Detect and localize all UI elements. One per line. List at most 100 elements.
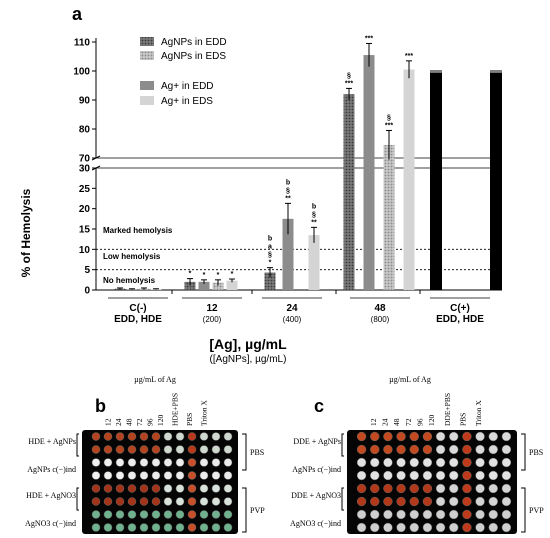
plate-well	[383, 496, 393, 507]
plate-column-label: 24	[114, 418, 123, 426]
plate-well	[396, 522, 406, 533]
plate-well	[409, 496, 419, 507]
group-bracket	[521, 487, 526, 533]
plate-well	[163, 471, 173, 480]
plate-well	[211, 484, 221, 493]
plate-well	[449, 470, 459, 481]
plate-well	[356, 444, 367, 455]
plate-well	[127, 497, 137, 506]
plate-well	[449, 483, 459, 494]
plate-column-label: PBS	[185, 413, 194, 426]
legend-swatch	[140, 96, 154, 105]
plate-well	[422, 431, 433, 442]
bar-positive-control	[490, 72, 502, 290]
significance-mark: §	[387, 114, 391, 121]
threshold-label: Low hemolysis	[103, 252, 161, 261]
plate-well	[435, 509, 446, 520]
plate-well	[475, 496, 485, 507]
plate-well	[103, 458, 113, 467]
plate-well	[356, 470, 367, 481]
plate-well	[127, 471, 137, 480]
significance-mark: **	[311, 219, 317, 226]
significance-mark: §	[347, 72, 351, 79]
plate-well	[91, 458, 101, 467]
plate-well	[223, 432, 233, 441]
plate-well	[223, 471, 233, 480]
plate-well	[187, 432, 197, 441]
plate-well	[396, 431, 406, 442]
plate-well	[449, 522, 459, 533]
group-bracket	[521, 433, 526, 471]
plate-well	[462, 457, 472, 468]
plate-well	[115, 523, 125, 532]
plate-well	[409, 509, 419, 520]
plate-well	[163, 497, 173, 506]
legend-label: AgNPs in EDS	[161, 51, 226, 62]
y-tick-label: 5	[84, 265, 90, 276]
bar	[184, 281, 196, 290]
significance-mark: §	[312, 211, 316, 218]
plate-well	[475, 470, 485, 481]
plate-well	[151, 523, 161, 532]
plate-well	[370, 457, 380, 468]
plate-well	[475, 457, 485, 468]
plate-well	[127, 484, 137, 493]
plate-well	[175, 458, 185, 467]
plate-well	[501, 496, 512, 507]
plate-well	[115, 484, 125, 493]
plate-well	[139, 432, 149, 441]
legend-label: Ag+ in EDS	[161, 96, 213, 107]
plate-well	[223, 484, 233, 493]
plate-well	[370, 444, 380, 455]
plate-well	[127, 523, 137, 532]
plate-well	[462, 444, 472, 455]
plate-column-label: 120	[427, 415, 436, 427]
plate-well	[501, 509, 512, 520]
y-tick-label: 25	[79, 184, 91, 195]
plate-well	[396, 483, 406, 494]
plate-well	[435, 457, 446, 468]
plate-well	[163, 432, 173, 441]
plate-well	[187, 497, 197, 506]
plate-well	[91, 484, 101, 493]
plate-well	[370, 509, 380, 520]
plate-well	[488, 457, 498, 468]
x-group-sublabel: (400)	[283, 315, 302, 324]
plate-well	[211, 471, 221, 480]
plate-well	[488, 496, 498, 507]
legend-label: AgNPs in EDD	[161, 37, 227, 48]
plate-well	[356, 522, 367, 533]
plate-column-label: 48	[124, 418, 133, 426]
plate-well	[409, 483, 419, 494]
plate-well	[422, 444, 433, 455]
plate-well	[223, 497, 233, 506]
plate-well	[501, 444, 512, 455]
plate-well	[211, 497, 221, 506]
plate-well	[409, 431, 419, 442]
y-tick-label: 80	[79, 125, 91, 136]
plate-well	[223, 458, 233, 467]
plate-well	[501, 522, 512, 533]
panel-a-letter: a	[72, 4, 83, 24]
plate-well	[127, 445, 137, 454]
plate-image	[82, 430, 238, 534]
legend-label: Ag+ in EDD	[161, 81, 214, 92]
plate-well	[488, 522, 498, 533]
plate-well	[475, 522, 485, 533]
plate-well	[151, 510, 161, 519]
plate-well	[199, 523, 209, 532]
plate-well	[356, 431, 367, 442]
plate-well	[199, 471, 209, 480]
plate-well	[475, 483, 485, 494]
plate-well	[175, 510, 185, 519]
plate-well	[187, 484, 197, 493]
y-tick-label: 15	[79, 225, 91, 236]
plate-well	[187, 510, 197, 519]
panel-b: b µg/mL of Ag 12 24 48 72 96 120 HDE+PBS PBS Tri…	[25, 375, 265, 534]
plate-well	[91, 445, 101, 454]
plate-row-label: AgNO3 c(−)ind	[25, 519, 76, 528]
plate-well	[370, 522, 380, 533]
y-tick-label: 0	[84, 286, 90, 297]
significance-mark: *	[269, 260, 272, 267]
plate-well	[462, 470, 472, 481]
